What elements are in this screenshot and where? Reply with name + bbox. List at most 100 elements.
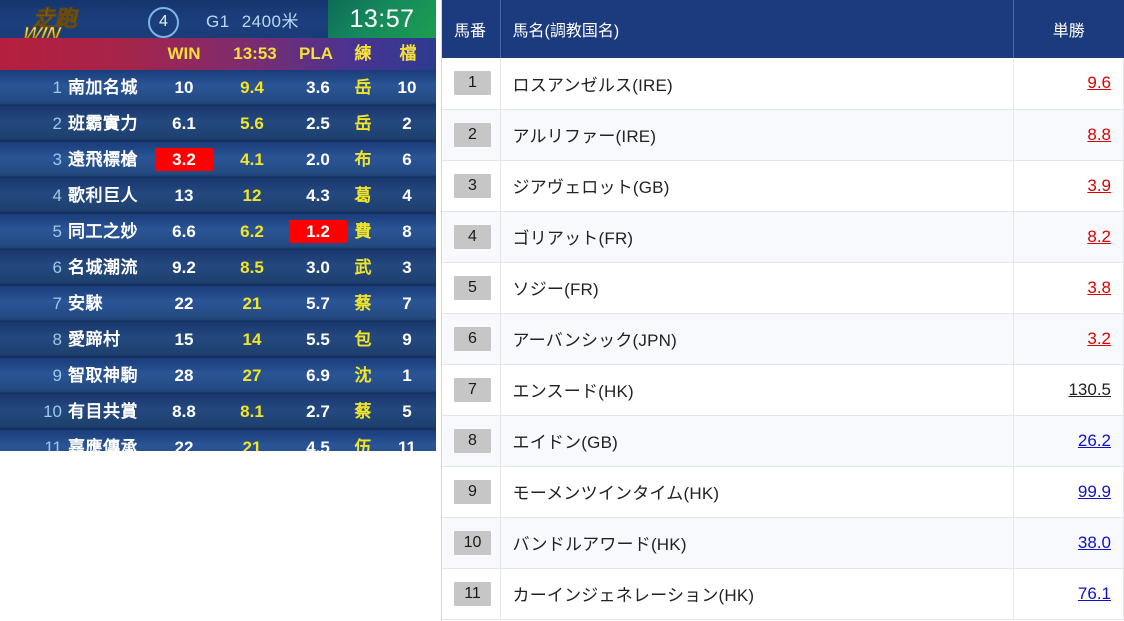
board-row: 2 班霸實力 6.1 5.6 2.5 岳 2 <box>0 106 436 142</box>
board-row-win-odds: 8.8 <box>172 402 196 421</box>
cell-win-odds: 3.8 <box>1013 262 1124 314</box>
win-odds-link[interactable]: 130.5 <box>1068 379 1111 399</box>
board-row-win-odds-previous: 4.1 <box>240 150 264 169</box>
board-row-win-odds: 9.2 <box>172 258 196 277</box>
cell-horse-number: 11 <box>442 568 501 620</box>
board-row: 7 安騋 22 21 5.7 蔡 7 <box>0 286 436 322</box>
odds-table: 馬番 馬名(調教国名) 単勝 1 ロスアンゼルス(IRE) 9.6 2 アルリファー(I… <box>442 0 1124 620</box>
board-row: 11 嘉應傳承 22 21 4.5 伍 11 <box>0 430 436 451</box>
board-row-number: 11 <box>44 438 62 451</box>
table-row: 1 ロスアンゼルス(IRE) 9.6 <box>442 58 1124 110</box>
board-row-gate: 3 <box>402 258 412 277</box>
cell-win-odds: 8.2 <box>1013 211 1124 263</box>
board-row-gate: 11 <box>398 438 416 451</box>
board-row-trainer: 布 <box>354 150 372 169</box>
board-row-horse-name: 歌利巨人 <box>68 186 138 205</box>
board-row-horse-name: 安騋 <box>68 294 103 313</box>
board-row: 10 有目共賞 8.8 8.1 2.7 蔡 5 <box>0 394 436 430</box>
subheader-win-label: WIN <box>167 44 201 63</box>
win-odds-link[interactable]: 26.2 <box>1077 430 1111 450</box>
board-row-trainer: 蔡 <box>354 402 372 421</box>
cell-win-odds: 3.2 <box>1013 313 1124 365</box>
horse-number-badge: 6 <box>454 326 491 351</box>
board-row-gate: 6 <box>402 150 412 169</box>
board-row-horse-name: 遠飛標槍 <box>68 150 138 169</box>
subheader-trainer-label: 練 <box>354 44 372 63</box>
table-row: 3 ジアヴェロット(GB) 3.9 <box>442 160 1124 212</box>
win-odds-link[interactable]: 8.8 <box>1087 124 1111 144</box>
table-row: 6 アーバンシック(JPN) 3.2 <box>442 313 1124 365</box>
cell-horse-name: ゴリアット(FR) <box>500 211 1014 263</box>
cell-horse-name: アルリファー(IRE) <box>500 109 1014 161</box>
win-odds-link[interactable]: 3.8 <box>1087 277 1111 297</box>
board-row-number: 8 <box>52 330 62 349</box>
board-row-win-odds: 22 <box>174 294 194 313</box>
horse-number-badge: 1 <box>454 71 491 96</box>
board-row-place-odds: 4.3 <box>306 186 330 205</box>
board-row-place-odds: 4.5 <box>306 438 330 451</box>
win-odds-link[interactable]: 99.9 <box>1077 481 1111 501</box>
board-row-horse-name: 有目共賞 <box>68 402 138 421</box>
board-row-win-odds: 28 <box>174 366 194 385</box>
board-row: 4 歌利巨人 13 12 4.3 葛 4 <box>0 178 436 214</box>
cell-win-odds: 76.1 <box>1013 568 1124 620</box>
horse-number-badge: 11 <box>454 581 491 606</box>
board-row: 3 遠飛標槍 3.2 4.1 2.0 布 6 <box>0 142 436 178</box>
table-row: 10 バンドルアワード(HK) 38.0 <box>442 517 1124 569</box>
header-win-odds: 単勝 <box>1013 0 1124 58</box>
board-row-gate: 8 <box>402 222 412 241</box>
cell-win-odds: 8.8 <box>1013 109 1124 161</box>
cell-horse-number: 5 <box>442 262 501 314</box>
cell-horse-number: 4 <box>442 211 501 263</box>
board-row: 1 南加名城 10 9.4 3.6 岳 10 <box>0 70 436 106</box>
win-odds-link[interactable]: 3.9 <box>1087 175 1111 195</box>
board-row-horse-name: 南加名城 <box>68 78 138 97</box>
win-odds-link[interactable]: 9.6 <box>1087 73 1111 93</box>
board-row-win-odds: 3.2 <box>155 148 213 171</box>
horse-number-badge: 3 <box>454 173 491 198</box>
odds-table-body: 1 ロスアンゼルス(IRE) 9.6 2 アルリファー(IRE) 8.8 3 ジアヴェロット(… <box>442 58 1124 620</box>
board-row-win-odds-previous: 8.1 <box>240 402 264 421</box>
win-odds-link[interactable]: 38.0 <box>1077 532 1111 552</box>
cell-horse-number: 2 <box>442 109 501 161</box>
cell-win-odds: 26.2 <box>1013 415 1124 467</box>
board-row-trainer: 葛 <box>354 186 372 205</box>
board-row-place-odds: 5.5 <box>306 330 330 349</box>
board-row-horse-name: 愛蹄村 <box>68 330 121 349</box>
board-row-number: 4 <box>52 186 62 205</box>
board-row-win-odds: 22 <box>174 438 194 451</box>
board-row-gate: 7 <box>402 294 412 313</box>
horse-number-badge: 7 <box>454 377 491 402</box>
board-row-gate: 10 <box>397 78 417 97</box>
board-row: 5 同工之妙 6.6 6.2 1.2 費 8 <box>0 214 436 250</box>
horse-number-badge: 10 <box>454 530 491 555</box>
board-row-win-odds: 15 <box>174 330 194 349</box>
subheader-gate-label: 檔 <box>399 44 417 63</box>
board-row-place-odds: 6.9 <box>306 366 330 385</box>
board-row-win-odds-previous: 9.4 <box>240 78 264 97</box>
board-row-number: 10 <box>43 402 62 421</box>
board-row-trainer: 岳 <box>354 78 372 97</box>
board-row-trainer: 岳 <box>354 114 372 133</box>
board-row-number: 7 <box>52 294 62 313</box>
board-row-trainer: 蔡 <box>354 294 372 313</box>
subheader-win-time: 13:53 <box>233 44 277 63</box>
clock-time: 13:57 <box>349 5 415 33</box>
board-row-horse-name: 智取神駒 <box>68 366 138 385</box>
board-row-horse-name: 班霸實力 <box>68 114 138 133</box>
cell-horse-name: エンスード(HK) <box>500 364 1014 416</box>
win-odds-link[interactable]: 8.2 <box>1087 226 1111 246</box>
race-grade: G1 <box>206 12 230 31</box>
win-odds-link[interactable]: 3.2 <box>1087 328 1111 348</box>
subheader-pla-label: PLA <box>299 44 333 63</box>
cell-horse-number: 6 <box>442 313 501 365</box>
board-row-trainer: 伍 <box>354 438 372 451</box>
board-row-win-odds: 10 <box>174 78 194 97</box>
race-odds-board: 赱跑 WIN 4 G1 2400米 13:57 WIN 13:53 PLA 練 <box>0 0 436 451</box>
cell-horse-name: エイドン(GB) <box>500 415 1014 467</box>
board-row-horse-name: 嘉應傳承 <box>68 438 138 451</box>
board-row-trainer: 包 <box>354 330 372 349</box>
board-row-place-odds: 3.6 <box>306 78 330 97</box>
win-odds-link[interactable]: 76.1 <box>1077 583 1111 603</box>
